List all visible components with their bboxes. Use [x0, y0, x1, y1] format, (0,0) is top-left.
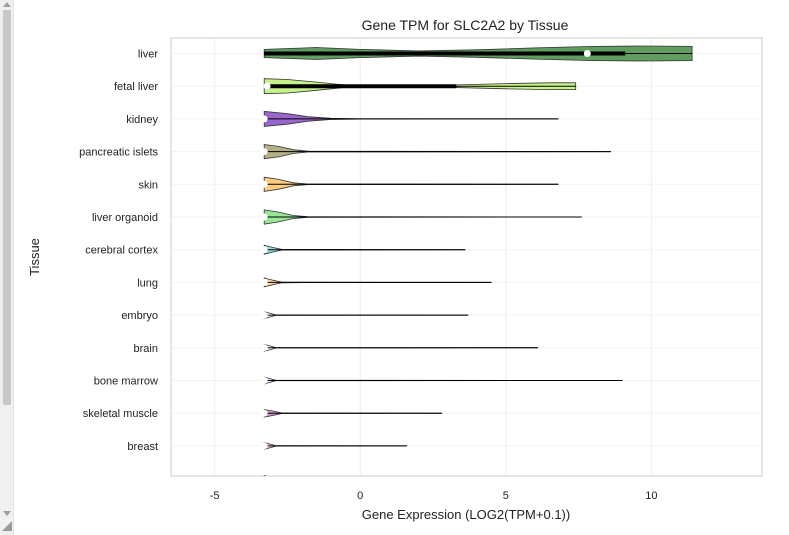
category-label: kidney [126, 114, 158, 126]
violin-median-marker [260, 409, 268, 417]
category-label: liver organoid [92, 212, 158, 224]
category-label: pancreatic islets [79, 147, 158, 159]
violin-median-marker [260, 377, 268, 384]
violin-median-marker [260, 278, 268, 286]
x-tick-label: 5 [503, 490, 509, 502]
chart-title: Gene TPM for SLC2A2 by Tissue [362, 17, 569, 33]
violin-median-marker [260, 180, 268, 188]
violin-median-marker [260, 148, 268, 156]
violin-median-marker [260, 213, 268, 221]
violin-median-marker [260, 442, 268, 450]
scroll-down-arrow-icon[interactable] [3, 511, 11, 516]
category-labels: liver fetal liver kidney pancreatic islets s… [79, 49, 158, 453]
violin-median-marker [260, 344, 268, 352]
x-axis-ticks: -5 0 5 10 [210, 490, 658, 502]
category-label: skeletal muscle [83, 408, 158, 420]
category-label: skin [138, 179, 158, 191]
violin-median-marker [260, 246, 268, 254]
category-label: cerebral cortex [85, 245, 158, 257]
violins [260, 45, 693, 476]
violin-median-marker [260, 115, 268, 123]
x-axis-title: Gene Expression (LOG2(TPM+0.1)) [362, 507, 570, 522]
plot-area [170, 37, 763, 477]
resize-grip-icon[interactable] [2, 521, 12, 531]
x-tick-label: 0 [357, 490, 363, 502]
violin-median-marker [260, 311, 268, 319]
vertical-scrollbar[interactable] [0, 0, 14, 535]
category-label: bone marrow [94, 376, 158, 388]
scroll-up-arrow-icon[interactable] [3, 2, 11, 7]
category-label: liver [138, 49, 159, 61]
x-tick-label: -5 [210, 490, 220, 502]
violin-median-marker [583, 50, 591, 57]
scrollbar-thumb[interactable] [3, 10, 11, 405]
y-axis-title: Tissue [27, 238, 42, 276]
x-tick-label: 10 [645, 490, 657, 502]
category-label: embryo [121, 310, 158, 322]
category-label: lung [137, 277, 158, 289]
category-label: breast [127, 441, 158, 453]
category-label: brain [134, 343, 158, 355]
violin-median-marker [263, 82, 271, 90]
violin-shape-partial [263, 475, 268, 476]
category-label: fetal liver [114, 81, 158, 93]
